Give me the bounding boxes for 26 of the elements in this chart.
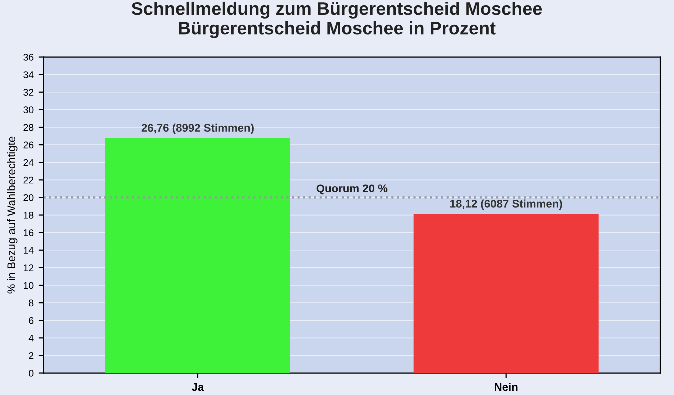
y-tick-label: 28	[24, 124, 34, 132]
y-tick-label: 36	[24, 54, 34, 61]
x-tick-label: Ja	[192, 383, 204, 392]
chart-title: Schnellmeldung zum Bürgerentscheid Moschee Bürgerentscheid Moschee in Prozent	[132, 2, 542, 38]
y-axis-title: % in Bezug auf Wahlberechtigte	[7, 136, 18, 294]
data-label: 18,12 (6087 Stimmen)	[450, 200, 562, 210]
data-label: 26,76 (8992 Stimmen)	[142, 124, 254, 134]
y-tick-label: 24	[24, 159, 34, 166]
y-tick-label: 2	[29, 352, 34, 360]
y-tick-label: 0	[29, 370, 34, 377]
y-tick-label: 18	[24, 212, 34, 219]
y-tick-label: 10	[24, 282, 34, 290]
y-tick-label: 20	[24, 194, 34, 202]
y-tick-label: 32	[24, 89, 34, 96]
x-tick-label: Nein	[495, 382, 518, 392]
y-tick-label: 8	[29, 300, 34, 307]
y-tick-label: 22	[24, 176, 34, 184]
y-tick-label: 14	[24, 247, 34, 254]
y-tick-label: 26	[24, 142, 34, 149]
ref-line-label: Quorum 20 %	[316, 184, 388, 195]
y-tick-label: 16	[24, 230, 34, 236]
y-tick-label: 34	[24, 72, 34, 78]
y-tick-label: 4	[28, 335, 34, 342]
y-tick-label: 30	[24, 106, 34, 114]
y-tick-label: 6	[29, 317, 34, 324]
y-tick-label: 12	[24, 264, 34, 272]
